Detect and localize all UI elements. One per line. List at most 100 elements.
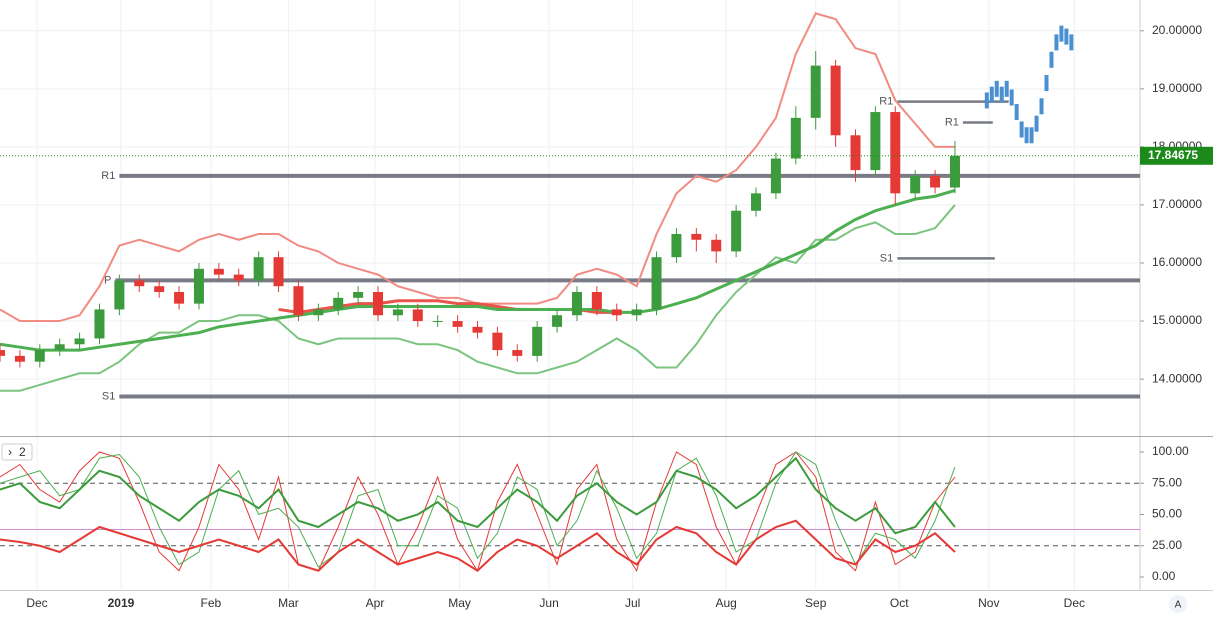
pane-chevron: › [8, 445, 12, 459]
oscillator-line [0, 519, 956, 573]
candle-body [711, 239, 722, 252]
oscillator-line [0, 451, 956, 568]
pivot-label: S1 [880, 252, 893, 264]
candle-body [472, 326, 483, 333]
x-tick-label: Apr [366, 596, 385, 610]
auto-scale-label: A [1175, 600, 1182, 611]
projection-bar [1054, 34, 1059, 51]
candle-body [253, 257, 264, 281]
candle-body [810, 65, 821, 118]
projection-bar [1059, 25, 1064, 42]
candle-body [34, 350, 45, 362]
candle-body [14, 355, 25, 362]
pane-label: 2 [19, 445, 26, 459]
candle-body [850, 135, 861, 171]
y-tick-label: 75.00 [1152, 475, 1182, 489]
candle-body [751, 193, 762, 211]
projection-bar [1004, 80, 1009, 97]
projection-bar [989, 86, 994, 103]
candle-body [651, 257, 662, 310]
x-tick-label: Mar [278, 596, 299, 610]
candle-body [313, 309, 324, 316]
candle-body [790, 117, 801, 159]
price-pane: R1 P S1 R1 S1 R1 [0, 12, 1140, 402]
candle-body [373, 292, 384, 316]
candle-body [870, 112, 881, 171]
candle-body [54, 344, 65, 351]
candle-body [949, 155, 960, 188]
overlay-line [0, 188, 956, 352]
candle-body [830, 65, 841, 136]
candle-body [691, 233, 702, 240]
candle-body [671, 233, 682, 258]
grid [0, 0, 1140, 590]
y-tick-label: 19.00000 [1152, 81, 1202, 95]
projection-bar [1014, 104, 1019, 121]
candle-body [353, 292, 364, 298]
projection-bar [1039, 98, 1044, 115]
projection-bar [1024, 127, 1029, 144]
candle-body [770, 158, 781, 194]
candle-body [293, 286, 304, 316]
candle-body [94, 309, 105, 339]
projection-bar [984, 92, 989, 109]
candle-body [432, 321, 443, 323]
pivot-label: S1 [102, 390, 115, 402]
projection-bar [1034, 115, 1039, 132]
x-tick-label: 2019 [108, 596, 135, 610]
projection-bar [1049, 51, 1054, 68]
projection-bar [1069, 34, 1074, 51]
pivot-label: P [104, 274, 111, 286]
candle-body [910, 175, 921, 194]
oscillator-pane [0, 451, 1140, 573]
y-tick-label: 0.00 [1152, 569, 1176, 583]
projection-bar [999, 86, 1004, 103]
x-tick-label: Dec [26, 596, 47, 610]
candle-body [512, 350, 523, 356]
x-tick-label: Nov [978, 596, 999, 610]
pivot-label: R1 [879, 96, 893, 108]
candle-body [611, 309, 622, 316]
projection-bar [1019, 121, 1024, 138]
projection-bar [1009, 89, 1014, 106]
x-tick-label: May [448, 596, 471, 610]
x-tick-label: Jun [539, 596, 558, 610]
candle-body [492, 332, 503, 351]
y-tick-label: 100.00 [1152, 444, 1189, 458]
candle-body [392, 309, 403, 316]
overlay-line [0, 204, 956, 392]
y-tick-label: 25.00 [1152, 538, 1182, 552]
projection-bar [1064, 28, 1069, 45]
candle-body [333, 297, 344, 310]
x-tick-label: Sep [805, 596, 827, 610]
candle-body [154, 286, 165, 293]
x-tick-label: Jul [625, 596, 640, 610]
candle-body [532, 326, 543, 356]
candle-body [412, 309, 423, 322]
last-price-label: 17.84675 [1148, 148, 1198, 162]
x-tick-label: Oct [890, 596, 909, 610]
candle-body [631, 309, 642, 316]
y-tick-label: 14.00000 [1152, 371, 1202, 385]
projection-bar [994, 80, 999, 97]
x-tick-label: Feb [201, 596, 222, 610]
candle-body [452, 321, 463, 327]
candle-body [213, 268, 224, 275]
last-price-tag [1140, 146, 1213, 165]
candle-body [134, 280, 145, 287]
candle-body [890, 112, 901, 194]
candle-body [273, 257, 284, 287]
auto-scale-button[interactable] [1169, 595, 1187, 613]
candle-body [591, 292, 602, 310]
pane-toggle[interactable] [1, 443, 33, 461]
y-tick-label: 16.00000 [1152, 255, 1202, 269]
candle-body [731, 210, 742, 252]
y-tick-label: 20.00000 [1152, 23, 1202, 37]
y-tick-label: 17.00000 [1152, 197, 1202, 211]
y-tick-label: 15.00000 [1152, 313, 1202, 327]
candle-body [930, 175, 941, 188]
x-tick-label: Aug [715, 596, 736, 610]
